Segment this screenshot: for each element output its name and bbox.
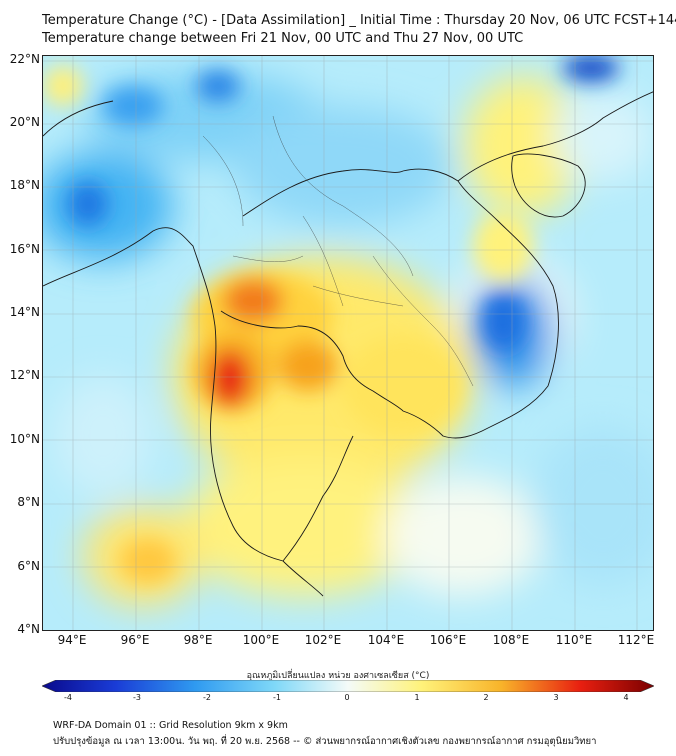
lon-label-106e: 106°E xyxy=(429,633,467,647)
colorbar-tick: 0 xyxy=(344,693,350,702)
field-layer-detail xyxy=(43,56,619,583)
lon-label-104e: 104°E xyxy=(367,633,405,647)
lat-label-22n: 22°N xyxy=(9,52,40,66)
colorbar-tick: 2 xyxy=(483,693,489,702)
admin-borders xyxy=(202,115,474,387)
lon-label-110e: 110°E xyxy=(555,633,593,647)
footer-line2: ปรับปรุงข้อมูล ณ เวลา 13:00น. วัน พฤ. ที… xyxy=(53,736,597,747)
lon-label-108e: 108°E xyxy=(492,633,530,647)
colorbar-tick: 1 xyxy=(414,693,420,702)
colorbar-tick: -3 xyxy=(133,693,141,702)
lat-label-16n: 16°N xyxy=(9,242,40,256)
lat-label-14n: 14°N xyxy=(9,305,40,319)
colorbar xyxy=(42,680,654,692)
footer-line1: WRF-DA Domain 01 :: Grid Resolution 9km … xyxy=(53,720,288,731)
lon-label-102e: 102°E xyxy=(304,633,342,647)
lat-label-18n: 18°N xyxy=(9,178,40,192)
colorbar-tick: -2 xyxy=(203,693,211,702)
map-title-line1: Temperature Change (°C) - [Data Assimila… xyxy=(42,13,676,28)
lat-label-20n: 20°N xyxy=(9,115,40,129)
lat-label-12n: 12°N xyxy=(9,368,40,382)
lat-label-8n: 8°N xyxy=(17,495,40,509)
lat-label-6n: 6°N xyxy=(17,559,40,573)
coastlines xyxy=(43,91,653,597)
map-canvas xyxy=(43,56,653,630)
colorbar-tick: -4 xyxy=(64,693,72,702)
lon-label-112e: 112°E xyxy=(617,633,655,647)
lon-label-100e: 100°E xyxy=(242,633,280,647)
lon-label-96e: 96°E xyxy=(120,633,150,647)
gridlines xyxy=(43,56,653,630)
map-title-line2: Temperature change between Fri 21 Nov, 0… xyxy=(42,31,524,46)
colorbar-tick: -1 xyxy=(273,693,281,702)
colorbar-tick: 3 xyxy=(553,693,559,702)
lat-label-10n: 10°N xyxy=(9,432,40,446)
lat-label-4n: 4°N xyxy=(17,622,40,636)
colorbar-tick: 4 xyxy=(623,693,629,702)
colorbar-label: อุณหภูมิเปลี่ยนแปลง หน่วย องศาเซลเซียส (… xyxy=(246,671,430,681)
lon-label-94e: 94°E xyxy=(57,633,87,647)
temperature-change-map xyxy=(42,55,654,631)
lon-label-98e: 98°E xyxy=(183,633,213,647)
